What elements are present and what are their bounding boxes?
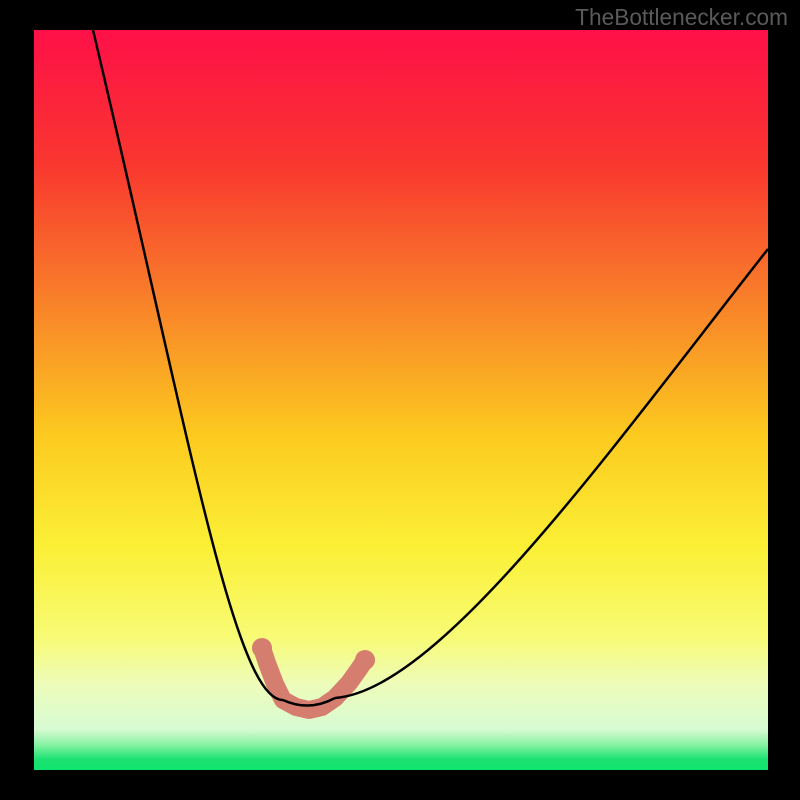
plot-area [34,30,768,770]
stage: TheBottlenecker.com [0,0,800,800]
marker-dot [355,650,375,670]
watermark-text: TheBottlenecker.com [575,4,788,31]
marker-dot [252,638,272,658]
chart-svg [0,0,800,800]
